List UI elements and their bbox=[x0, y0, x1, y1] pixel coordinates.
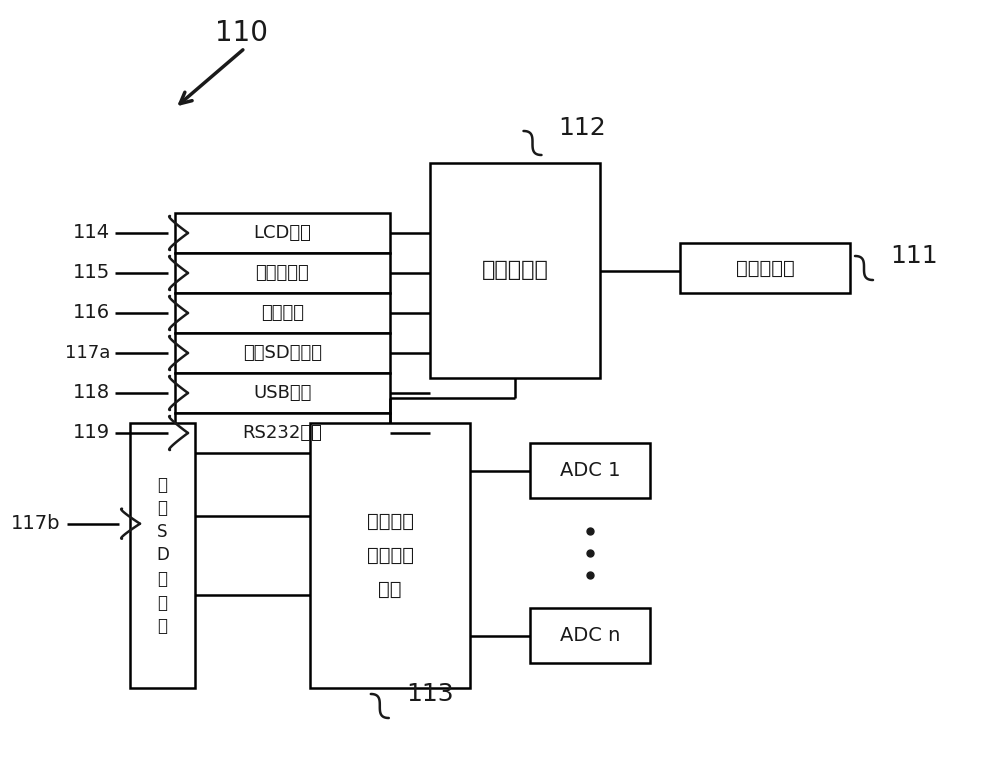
Bar bbox=[175, 413, 390, 453]
Text: 111: 111 bbox=[890, 244, 938, 268]
Text: 117a: 117a bbox=[65, 344, 110, 362]
Bar bbox=[175, 333, 390, 373]
Bar bbox=[310, 423, 470, 688]
Bar bbox=[530, 608, 650, 663]
Text: USB接口: USB接口 bbox=[253, 384, 312, 402]
Text: 触摸屏接口: 触摸屏接口 bbox=[256, 264, 309, 282]
Text: ADC n: ADC n bbox=[560, 626, 620, 645]
Bar bbox=[680, 243, 850, 293]
Text: 119: 119 bbox=[73, 423, 110, 442]
Bar bbox=[430, 163, 600, 378]
Text: 网络接口: 网络接口 bbox=[261, 304, 304, 322]
Text: 主通信接口: 主通信接口 bbox=[736, 259, 794, 277]
Text: 第一现场
可编程门
阵列: 第一现场 可编程门 阵列 bbox=[366, 512, 414, 599]
Text: 110: 110 bbox=[215, 19, 268, 47]
Bar bbox=[130, 423, 195, 688]
Text: 115: 115 bbox=[73, 263, 110, 283]
Text: RS232接口: RS232接口 bbox=[243, 424, 322, 442]
Bar bbox=[175, 213, 390, 253]
Bar bbox=[530, 443, 650, 498]
Bar bbox=[175, 293, 390, 333]
Bar bbox=[175, 253, 390, 293]
Bar bbox=[175, 373, 390, 413]
Text: ADC 1: ADC 1 bbox=[560, 461, 620, 480]
Text: 第一SD卡电路: 第一SD卡电路 bbox=[243, 344, 322, 362]
Text: 第一处理器: 第一处理器 bbox=[482, 260, 548, 280]
Text: 112: 112 bbox=[558, 116, 606, 140]
Text: 118: 118 bbox=[73, 383, 110, 402]
Text: 116: 116 bbox=[73, 303, 110, 323]
Text: LCD接口: LCD接口 bbox=[254, 224, 311, 242]
Text: 117b: 117b bbox=[10, 515, 60, 533]
Text: 第
二
S
D
卡
电
路: 第 二 S D 卡 电 路 bbox=[156, 475, 169, 635]
Text: 113: 113 bbox=[406, 682, 453, 706]
Text: 114: 114 bbox=[73, 223, 110, 243]
